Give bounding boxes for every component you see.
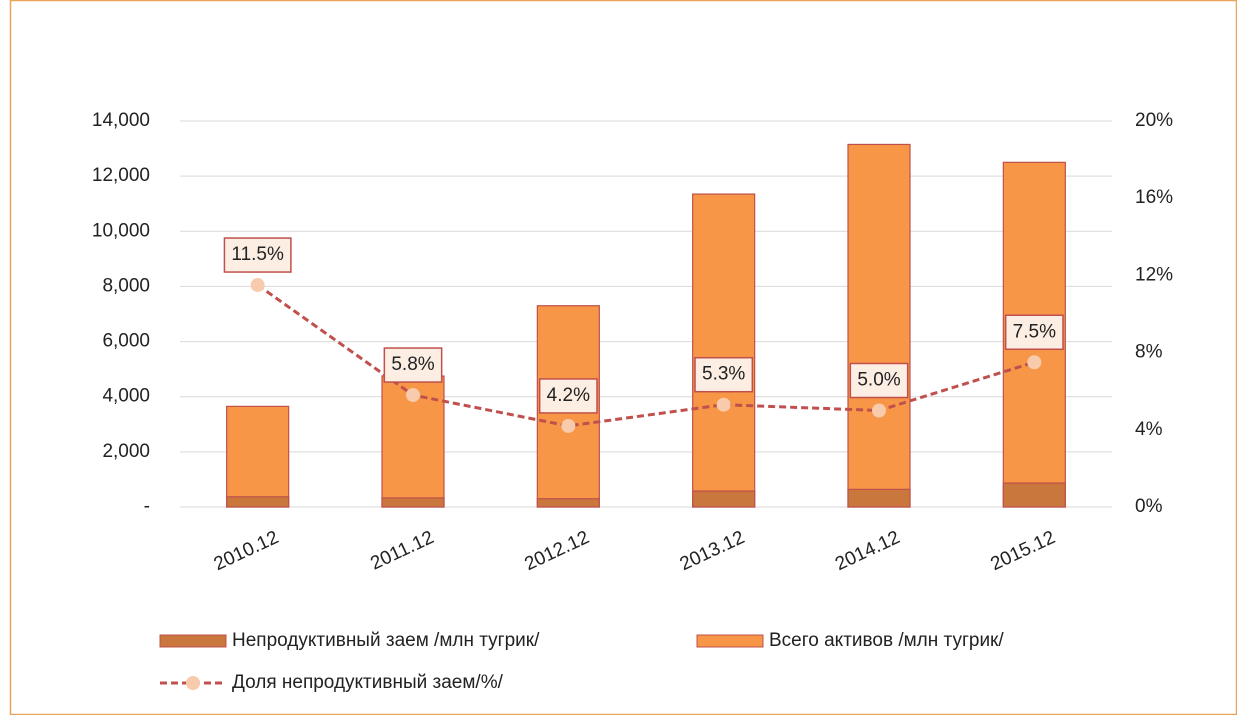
bar <box>381 497 445 508</box>
data-label-text: 5.8% <box>391 354 434 375</box>
y-tick-label: 14,000 <box>92 110 150 131</box>
bar <box>226 496 290 508</box>
y-tick-label: 4,000 <box>102 386 150 407</box>
line-marker <box>1027 355 1042 370</box>
legend-label: Непродуктивный заем /млн тугрик/ <box>232 630 540 651</box>
y-tick-label: 12,000 <box>92 165 150 186</box>
legend-swatch <box>696 634 764 648</box>
data-label-box <box>694 356 754 393</box>
data-label-box <box>383 347 443 383</box>
y-tick-label: - <box>144 496 150 517</box>
y2-tick-label: 20% <box>1135 110 1173 131</box>
data-label-text: 7.5% <box>1013 321 1056 342</box>
y-tick-label: 10,000 <box>92 220 150 241</box>
data-label-box <box>538 378 598 414</box>
bar <box>847 488 911 508</box>
line-marker <box>716 397 731 412</box>
y2-tick-label: 12% <box>1135 264 1173 285</box>
line-marker <box>561 418 576 433</box>
y2-tick-label: 0% <box>1135 496 1163 517</box>
bar <box>1002 482 1066 508</box>
y-tick-label: 8,000 <box>102 275 150 296</box>
legend-marker <box>186 676 200 690</box>
y2-tick-label: 8% <box>1135 342 1163 363</box>
legend-label: Всего активов /млн тугрик/ <box>769 630 1004 651</box>
line-marker <box>872 403 886 418</box>
data-label-box <box>1004 314 1064 350</box>
bar <box>847 143 911 508</box>
data-label-text: 4.2% <box>547 385 590 406</box>
bar <box>226 405 290 508</box>
data-label-text: 5.0% <box>857 370 900 391</box>
data-label-box <box>223 237 292 273</box>
legend-swatch <box>159 634 227 648</box>
data-label-text: 11.5% <box>231 244 284 265</box>
bar <box>536 498 600 508</box>
line-marker <box>406 388 420 403</box>
y-tick-label: 6,000 <box>102 331 150 352</box>
y-tick-label: 2,000 <box>102 441 150 462</box>
data-label-text: 5.3% <box>702 364 745 385</box>
data-label-box <box>849 362 909 399</box>
legend-label: Доля непродуктивный заем/%/ <box>232 672 504 693</box>
bar <box>692 193 756 508</box>
bar <box>692 490 756 508</box>
line-marker <box>250 278 265 293</box>
y2-tick-label: 4% <box>1135 419 1163 440</box>
y2-tick-label: 16% <box>1135 187 1173 208</box>
